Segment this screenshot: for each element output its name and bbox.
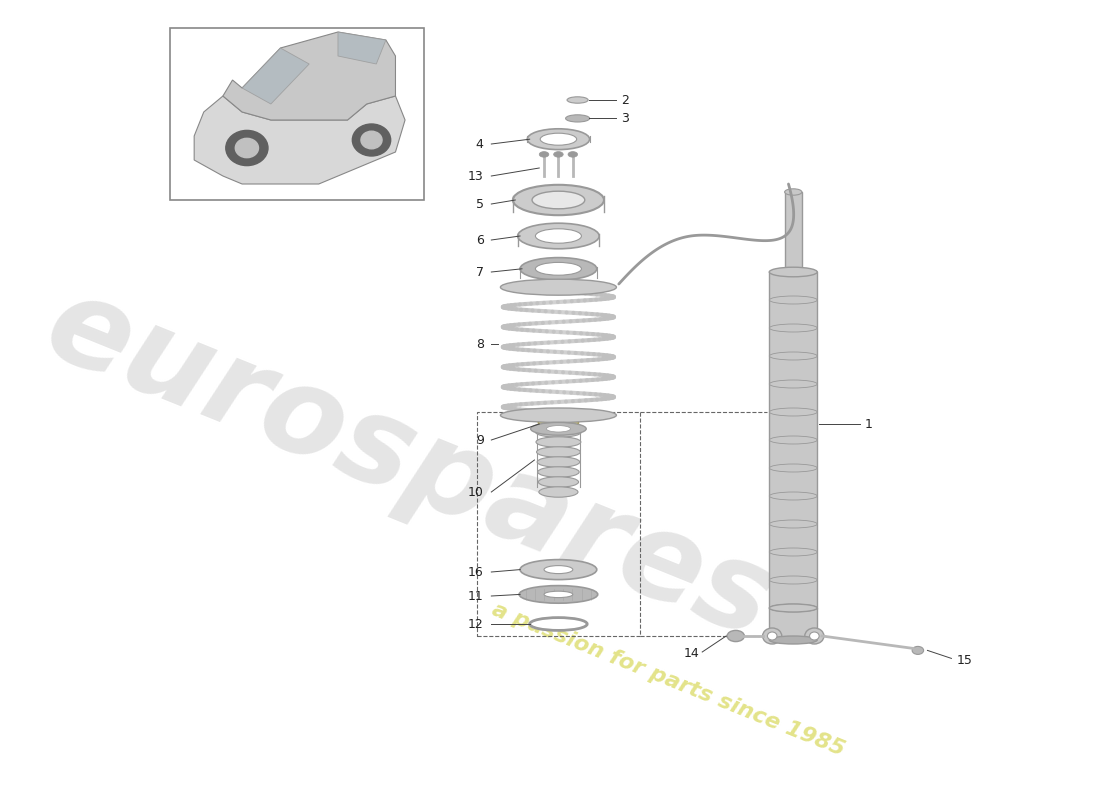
Text: 5: 5: [475, 198, 484, 210]
Ellipse shape: [769, 636, 817, 644]
Text: 1: 1: [866, 418, 873, 430]
Text: 9: 9: [476, 434, 484, 446]
Ellipse shape: [538, 477, 579, 487]
Ellipse shape: [769, 352, 817, 360]
Ellipse shape: [768, 632, 777, 640]
Ellipse shape: [805, 628, 824, 644]
Polygon shape: [223, 32, 396, 120]
Text: 16: 16: [468, 566, 484, 578]
Ellipse shape: [537, 457, 580, 467]
Ellipse shape: [762, 628, 782, 644]
Text: 4: 4: [476, 138, 484, 150]
Ellipse shape: [547, 426, 571, 432]
Ellipse shape: [500, 408, 616, 422]
Text: 12: 12: [468, 618, 484, 630]
Text: 8: 8: [475, 338, 484, 350]
Text: 2: 2: [620, 94, 628, 106]
Ellipse shape: [566, 97, 588, 103]
Ellipse shape: [538, 467, 579, 477]
Ellipse shape: [544, 428, 572, 436]
Ellipse shape: [539, 151, 549, 157]
Ellipse shape: [544, 566, 573, 574]
Ellipse shape: [519, 586, 597, 603]
Ellipse shape: [527, 129, 590, 150]
Ellipse shape: [538, 416, 579, 429]
Text: 10: 10: [468, 486, 484, 498]
Polygon shape: [242, 48, 309, 104]
Ellipse shape: [568, 151, 578, 157]
Ellipse shape: [769, 576, 817, 584]
Ellipse shape: [727, 630, 745, 642]
Text: 11: 11: [468, 590, 484, 602]
Ellipse shape: [544, 591, 573, 598]
Ellipse shape: [769, 267, 817, 277]
Ellipse shape: [518, 223, 600, 249]
Ellipse shape: [540, 134, 576, 146]
Text: 13: 13: [468, 170, 484, 182]
Polygon shape: [338, 32, 386, 64]
Text: 3: 3: [620, 112, 628, 125]
Text: 6: 6: [476, 234, 484, 246]
Ellipse shape: [769, 604, 817, 612]
Bar: [547, 422, 570, 436]
Ellipse shape: [769, 380, 817, 388]
Ellipse shape: [769, 268, 817, 276]
Ellipse shape: [769, 492, 817, 500]
Ellipse shape: [530, 422, 586, 435]
Ellipse shape: [769, 548, 817, 556]
Text: 14: 14: [683, 647, 700, 660]
Ellipse shape: [520, 560, 597, 579]
Bar: [769, 608, 817, 640]
Ellipse shape: [530, 618, 587, 630]
Ellipse shape: [536, 229, 582, 243]
Ellipse shape: [536, 437, 581, 447]
Ellipse shape: [769, 464, 817, 472]
Circle shape: [352, 124, 390, 156]
Text: 15: 15: [956, 654, 972, 666]
Ellipse shape: [532, 191, 585, 209]
Bar: [477, 412, 640, 636]
Ellipse shape: [565, 114, 590, 122]
Ellipse shape: [769, 296, 817, 304]
Bar: [170, 28, 425, 200]
Ellipse shape: [539, 486, 578, 498]
Ellipse shape: [536, 427, 582, 437]
Ellipse shape: [536, 262, 582, 275]
Ellipse shape: [513, 185, 604, 215]
Text: 7: 7: [475, 266, 484, 278]
Ellipse shape: [500, 279, 616, 295]
Ellipse shape: [810, 632, 820, 640]
Ellipse shape: [769, 520, 817, 528]
Circle shape: [361, 131, 382, 149]
Circle shape: [235, 138, 258, 158]
Bar: [769, 272, 817, 608]
Circle shape: [226, 130, 268, 166]
Ellipse shape: [537, 446, 581, 457]
Ellipse shape: [769, 436, 817, 444]
Polygon shape: [195, 96, 405, 184]
Ellipse shape: [769, 408, 817, 416]
Ellipse shape: [520, 258, 597, 280]
Ellipse shape: [769, 604, 817, 612]
Bar: [784, 192, 802, 272]
Text: eurospares: eurospares: [30, 265, 790, 663]
Ellipse shape: [553, 151, 563, 157]
Ellipse shape: [912, 646, 924, 654]
Ellipse shape: [784, 189, 802, 195]
Text: a passion for parts since 1985: a passion for parts since 1985: [490, 600, 848, 760]
Ellipse shape: [769, 324, 817, 332]
